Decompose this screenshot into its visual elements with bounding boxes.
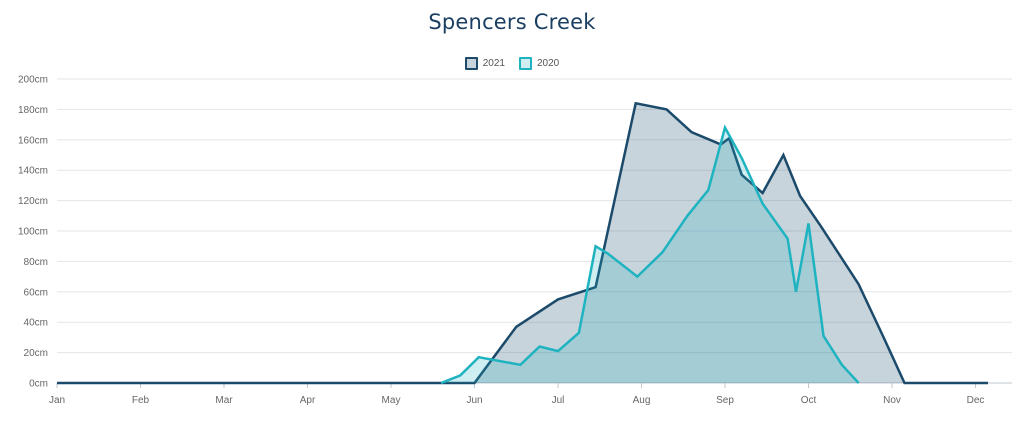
y-tick-label: 20cm bbox=[24, 348, 48, 359]
y-tick-label: 60cm bbox=[24, 287, 48, 298]
x-tick-label: Sep bbox=[716, 395, 734, 406]
x-tick-label: Jul bbox=[552, 395, 565, 406]
legend-label-2021: 2021 bbox=[482, 58, 505, 69]
legend-swatch-2021 bbox=[464, 57, 478, 70]
legend-label-2020: 2020 bbox=[537, 58, 560, 69]
y-tick-label: 120cm bbox=[18, 196, 48, 207]
series-line-2021 bbox=[57, 101, 988, 385]
legend-item-2020[interactable]: 2020 bbox=[519, 57, 559, 70]
y-tick-label: 160cm bbox=[18, 135, 48, 146]
y-tick-label: 140cm bbox=[18, 166, 48, 177]
series-line-2020 bbox=[440, 124, 860, 385]
x-tick-label: Aug bbox=[633, 395, 651, 406]
x-tick-label: Nov bbox=[883, 395, 901, 406]
y-tick-label: 100cm bbox=[18, 227, 48, 238]
y-tick-label: 40cm bbox=[24, 318, 48, 329]
x-tick-label: Apr bbox=[300, 395, 316, 406]
legend-item-2021[interactable]: 2021 bbox=[464, 57, 505, 70]
chart-legend: 2021 2020 bbox=[0, 57, 1024, 70]
x-tick-label: Dec bbox=[967, 395, 985, 406]
y-tick-label: 200cm bbox=[18, 75, 48, 86]
x-tick-label: Jun bbox=[466, 395, 482, 406]
area-2020 bbox=[441, 127, 859, 383]
legend-swatch-2020 bbox=[519, 57, 532, 70]
x-tick-label: Oct bbox=[801, 395, 817, 406]
y-tick-label: 180cm bbox=[18, 105, 48, 116]
y-tick-label: 80cm bbox=[24, 257, 48, 268]
y-tick-label: 0cm bbox=[29, 379, 48, 390]
x-tick-label: Jan bbox=[49, 395, 65, 406]
chart-title: Spencers Creek bbox=[428, 10, 596, 34]
x-tick-label: Mar bbox=[215, 395, 233, 406]
area-2021 bbox=[57, 103, 988, 384]
x-tick-label: May bbox=[382, 395, 401, 406]
x-tick-label: Feb bbox=[132, 395, 150, 406]
